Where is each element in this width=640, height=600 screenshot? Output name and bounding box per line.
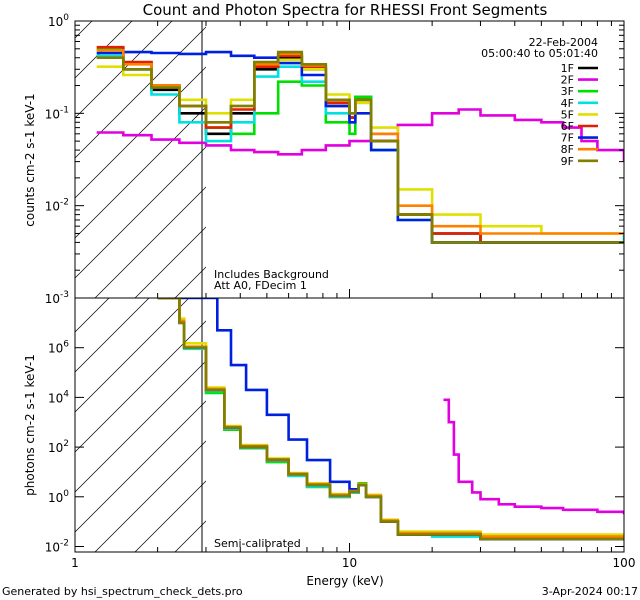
time-range-label: 05:00:40 to 05:01:40 (481, 47, 598, 60)
legend-label-1f: 1F (561, 62, 574, 75)
y-tick-label: 100 (48, 489, 69, 505)
bottom-series-4f (157, 298, 624, 541)
bottom-y-axis-label: photons cm-2 s-1 keV-1 (23, 354, 37, 496)
bottom-series-1f (157, 298, 624, 541)
x-axis-label: Energy (keV) (306, 574, 383, 588)
hatch-line (75, 26, 206, 159)
hatch-line (75, 298, 190, 413)
y-tick-label: 100 (48, 13, 69, 29)
legend-label-5f: 5F (561, 108, 574, 121)
hatch-line (75, 400, 206, 533)
legend-label-8f: 8F (561, 143, 574, 156)
hatch-line (134, 226, 206, 298)
bottom-series-3f (157, 298, 624, 541)
bottom-series-6f (157, 298, 624, 541)
bottom-series-2f (443, 398, 624, 515)
date-label: 22-Feb-2004 (529, 36, 598, 49)
y-tick-label: 10-2 (45, 538, 69, 554)
x-tick-label: 100 (613, 556, 636, 570)
legend-label-4f: 4F (561, 97, 574, 110)
top-y-axis: 100 10-1 10-2 10-3 (45, 13, 624, 306)
y-tick-label: 10-3 (45, 290, 69, 306)
hatch-line (75, 66, 206, 199)
top-series-6f (96, 45, 624, 244)
bottom-y-axis: 106 104 102 100 10-2 (45, 340, 624, 554)
y-tick-label: 10-2 (45, 198, 69, 214)
x-tick-label: 1 (71, 556, 79, 570)
bottom-series-group (157, 298, 624, 541)
top-y-axis-label: counts cm-2 s-1 keV-1 (23, 93, 37, 226)
hatch-line (75, 298, 150, 373)
bottom-series-5f (157, 298, 624, 536)
y-tick-label: 10-1 (45, 105, 69, 121)
top-series-group (96, 45, 624, 244)
top-series-3f (96, 47, 624, 244)
bottom-frame (74, 297, 625, 553)
hatch-line (174, 520, 206, 552)
hatch-line (134, 480, 206, 552)
top-series-2f (96, 108, 624, 162)
top-series-4f (96, 54, 624, 244)
top-hatch-region (75, 21, 206, 298)
bottom-hatch-region (75, 298, 469, 552)
hatch-line (75, 146, 206, 279)
hatch-line (94, 440, 206, 552)
legend-label-9f: 9F (561, 155, 574, 168)
legend-label-3f: 3F (561, 85, 574, 98)
top-series-9f (96, 50, 624, 244)
y-tick-label: 102 (48, 439, 69, 455)
hatch-line (174, 266, 206, 298)
chart-title: Count and Photon Spectra for RHESSI Fron… (143, 1, 548, 19)
top-series-1f (96, 54, 624, 244)
hatch-line (75, 106, 206, 239)
background-note: Includes Background (214, 268, 329, 281)
footer-timestamp: 3-Apr-2024 00:17 (542, 585, 638, 598)
bottom-panel: 106 104 102 100 10-2 1 10 100 photons cm-2 s-1… (23, 21, 635, 588)
bottom-series-7f (157, 298, 624, 541)
top-series-7f (96, 50, 624, 244)
bottom-series-9f (157, 298, 624, 541)
legend-label-6f: 6F (561, 120, 574, 133)
legend-label-2f: 2F (561, 74, 574, 87)
semi-calibrated-note: Semi-calibrated (214, 537, 301, 550)
hatch-line (75, 21, 173, 119)
y-tick-label: 104 (48, 389, 69, 405)
hatch-line (94, 186, 206, 298)
legend-label-7f: 7F (561, 132, 574, 145)
y-tick-label: 106 (48, 340, 69, 356)
footer-generator: Generated by hsi_spectrum_check_dets.pro (2, 585, 243, 598)
x-tick-label: 10 (342, 556, 357, 570)
hatch-line (75, 320, 206, 453)
x-axis: 1 10 100 (71, 21, 635, 570)
hatch-line (75, 360, 206, 493)
hatch-line (215, 298, 469, 552)
hatch-line (75, 21, 93, 39)
attenuator-note: Att A0, FDecim 1 (214, 279, 307, 292)
bottom-series-8f (157, 298, 624, 538)
hatch-line (75, 21, 133, 79)
top-panel: 100 10-1 10-2 10-3 counts cm-2 s-1 keV-1 22… (23, 13, 625, 306)
top-frame (74, 20, 625, 299)
